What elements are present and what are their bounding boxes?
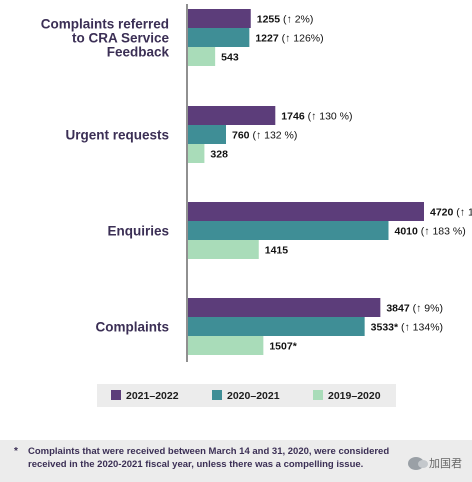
data-change: (↑ 134%) <box>398 322 443 334</box>
legend-label: 2019–2020 <box>328 390 381 402</box>
category-label: Complaints <box>95 320 169 335</box>
bar-4-2 <box>188 317 365 336</box>
data-label: 4010 (↑ 183 %) <box>395 226 466 238</box>
data-change: (↑ 18 %) <box>453 207 472 219</box>
bar-3-2 <box>188 221 389 240</box>
legend-swatch <box>111 390 121 400</box>
wechat-icon <box>408 456 428 470</box>
legend-label: 2021–2022 <box>126 390 179 402</box>
data-change: (↑ 132 %) <box>250 130 298 142</box>
data-value: 3847 <box>386 303 410 315</box>
data-label: 1255 (↑ 2%) <box>257 14 314 26</box>
data-label: 3533* (↑ 134%) <box>371 322 443 334</box>
data-value: 1227 <box>255 33 279 45</box>
bar-2-2 <box>188 125 226 144</box>
data-change: (↑ 126%) <box>279 33 324 45</box>
data-change: (↑ 130 %) <box>305 111 353 123</box>
data-label: 1227 (↑ 126%) <box>255 33 323 45</box>
footnote-panel <box>0 440 472 482</box>
bar-2-1 <box>188 106 276 125</box>
watermark: 加国君 <box>408 455 462 471</box>
data-label: 760 (↑ 132 %) <box>232 130 297 142</box>
data-label: 3847 (↑ 9%) <box>386 303 443 315</box>
category-label: Feedback <box>107 45 170 60</box>
legend-swatch <box>313 390 323 400</box>
data-change: (↑ 9%) <box>410 303 443 315</box>
footnote-marker: * <box>14 446 18 457</box>
bar-1-2 <box>188 28 250 47</box>
data-label: 543 <box>221 52 239 64</box>
data-label: 1507* <box>269 341 297 353</box>
data-value: 328 <box>210 149 228 161</box>
data-change: (↑ 2%) <box>280 14 313 26</box>
data-value: 760 <box>232 130 250 142</box>
category-label: Urgent requests <box>65 128 169 143</box>
data-value: 1507* <box>269 341 297 353</box>
data-label: 4720 (↑ 18 %) <box>430 207 472 219</box>
category-label: Enquiries <box>107 224 169 239</box>
bar-3-1 <box>188 202 424 221</box>
data-value: 1415 <box>265 245 289 257</box>
watermark-text: 加国君 <box>429 458 462 470</box>
data-value: 543 <box>221 52 239 64</box>
legend-box <box>97 384 396 407</box>
bar-1-3 <box>188 47 216 66</box>
category-label: to CRA Service <box>72 31 170 46</box>
bar-2-3 <box>188 144 205 163</box>
data-label: 328 <box>210 149 228 161</box>
legend-swatch <box>212 390 222 400</box>
data-value: 4010 <box>395 226 419 238</box>
bar-4-1 <box>188 298 381 317</box>
data-change: (↑ 183 %) <box>418 226 466 238</box>
data-value: 3533* <box>371 322 399 334</box>
legend-label: 2020–2021 <box>227 390 280 402</box>
data-value: 1746 <box>281 111 305 123</box>
data-value: 4720 <box>430 207 454 219</box>
data-value: 1255 <box>257 14 281 26</box>
legend: 2021–2022 2020–2021 2019–2020 <box>97 384 396 407</box>
category-label: Complaints referred <box>41 17 169 32</box>
bar-1-1 <box>188 9 251 28</box>
bar-3-3 <box>188 240 259 259</box>
footnote-text: Complaints that were received between Ma… <box>28 446 390 470</box>
data-label: 1415 <box>265 245 289 257</box>
data-label: 1746 (↑ 130 %) <box>281 111 352 123</box>
bar-4-3 <box>188 336 264 355</box>
